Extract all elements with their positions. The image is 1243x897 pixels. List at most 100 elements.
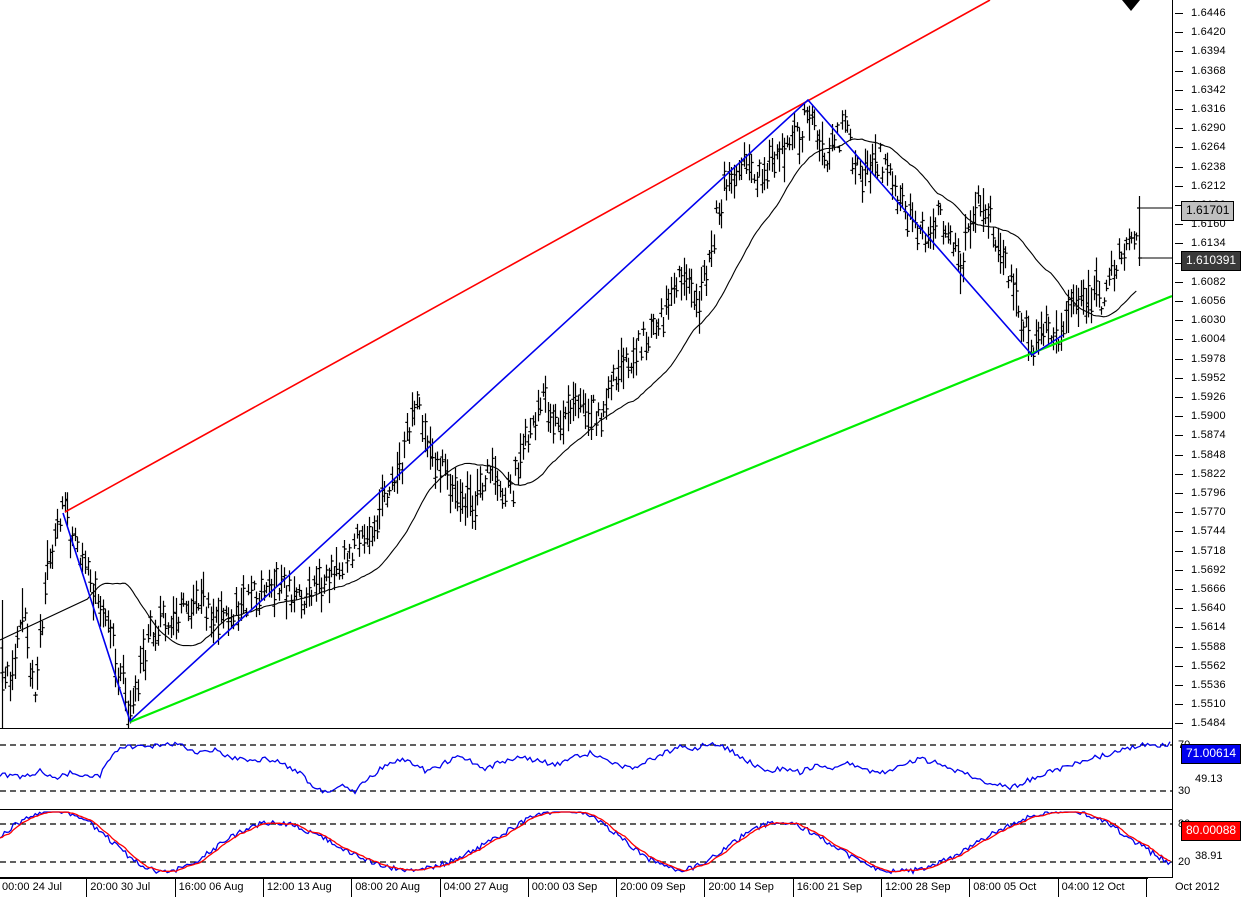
price-tick-label: 1.5692 [1191,563,1226,576]
price-tick-mark [1175,320,1183,322]
price-tick-label: 1.6056 [1191,295,1226,307]
price-tick-label: 1.5588 [1191,640,1226,653]
price-tick-mark [1175,550,1183,552]
price-tick-mark [1175,185,1183,187]
price-tick-mark [1175,665,1183,667]
price-tick-mark [1175,147,1183,149]
time-axis-end-tick [1145,878,1150,897]
price-tick-mark [1175,569,1183,571]
rsi-line [0,741,1171,795]
price-tick-label: 1.6238 [1191,160,1226,173]
time-axis-tick-label: 12:00 28 Sep [881,878,969,897]
price-axis[interactable]: 1.6446 1.6420 1.6394 1.6368 1.6342 1.6316 1.62… [1173,0,1243,878]
time-axis-tick-label: 00:00 03 Sep [527,878,616,897]
price-tick-mark [1175,397,1183,398]
ohlc-bar-series [0,102,1142,728]
price-tick-label: 1.5718 [1191,544,1226,557]
price-tick-label: 1.5536 [1191,679,1226,691]
price-tick-mark [1175,627,1183,629]
price-tick-mark [1175,608,1183,610]
price-tick-mark [1175,704,1183,706]
time-axis[interactable]: 00:00 24 Jul 20:00 30 Jul 16:00 06 Aug 12:0… [0,878,1243,897]
time-axis-tick-label: 08:00 20 Aug [351,878,439,897]
time-axis-tick-label: 00:00 24 Jul [0,878,86,897]
rsi-indicator-panel[interactable] [0,729,1173,810]
price-tick-label: 1.6264 [1191,141,1226,154]
price-tick-label: 1.5770 [1191,506,1226,519]
price-tick-mark [1175,281,1183,283]
price-tick-mark [1175,32,1183,34]
price-tick-label: 1.6030 [1191,314,1226,327]
price-tick-mark [1175,262,1183,264]
time-axis-tick-label: 20:00 30 Jul [86,878,174,897]
time-axis-tick-label: 16:00 21 Sep [792,878,881,897]
price-tick-mark [1175,51,1183,53]
price-tick-label: 1.5614 [1191,621,1226,634]
price-tick-mark [1175,166,1183,168]
time-axis-tick-label: 04:00 27 Aug [439,878,528,897]
price-tick-label: 1.6134 [1191,237,1226,250]
price-tick-mark [1175,723,1183,725]
time-axis-tick-label: 16:00 06 Aug [174,878,263,897]
price-tick-mark [1175,512,1183,514]
price-tick-label: 1.5978 [1191,352,1226,365]
time-axis-period-label: Oct 2012 [1175,881,1220,893]
ask-price-label[interactable]: 1.61701 [1181,201,1235,221]
price-tick-label: 1.5510 [1191,698,1226,711]
price-tick-label: 1.6290 [1191,122,1226,135]
chart-marker-arrow-icon [1122,0,1140,11]
price-tick-label: 1.5822 [1191,467,1226,480]
time-axis-tick-label: 20:00 09 Sep [616,878,704,897]
price-tick-label: 1.6420 [1191,26,1226,39]
price-tick-mark [1175,646,1183,648]
price-tick-label: 1.5926 [1191,391,1226,403]
time-axis-tick-label: 20:00 14 Sep [704,878,792,897]
bid-price-label[interactable]: 1.610391 [1181,251,1242,271]
price-tick-label: 1.6446 [1191,7,1226,19]
price-tick-label: 1.6082 [1191,275,1226,288]
time-axis-divider [0,878,1148,879]
price-plot [0,0,1172,728]
stochastic-current-value: 38.91 [1195,850,1223,862]
zigzag-overlay [62,98,1064,723]
price-tick-label: 1.6212 [1191,179,1226,192]
price-tick-mark [1175,70,1183,72]
price-tick-mark [1175,454,1183,456]
price-tick-mark [1175,224,1183,226]
stochastic-lower-level-label: 20 [1178,856,1191,868]
price-tick-label: 1.6342 [1191,83,1226,96]
price-tick-label: 1.5952 [1191,371,1226,384]
price-tick-label: 1.5484 [1191,717,1226,730]
price-tick-mark [1175,531,1183,533]
price-chart-panel[interactable] [0,0,1173,729]
price-tick-mark [1175,377,1183,379]
stochastic-indicator-panel[interactable] [0,810,1173,878]
rsi-lower-level-label: 30 [1178,785,1191,797]
price-tick-mark [1175,128,1183,130]
price-tick-mark [1175,89,1183,91]
price-tick-mark [1175,685,1183,686]
time-axis-tick-label: 08:00 05 Oct [969,878,1057,897]
moving-average-line [0,138,1137,647]
price-tick-mark [1175,589,1183,590]
price-tick-label: 1.6316 [1191,103,1226,115]
price-tick-label: 1.6004 [1191,333,1226,346]
time-axis-tick-label: 04:00 12 Oct [1057,878,1146,897]
support-trendline [129,294,1172,724]
price-tick-label: 1.5562 [1191,659,1226,672]
rsi-current-badge[interactable]: 71.00614 [1181,744,1242,764]
price-tick-mark [1175,493,1183,494]
stochastic-d-line [0,811,1171,873]
price-tick-mark [1175,13,1183,14]
price-tick-mark [1175,358,1183,360]
price-tick-label: 1.6160 [1191,218,1226,231]
stochastic-current-badge[interactable]: 80.00088 [1181,821,1242,841]
current-price-connector [1138,207,1172,259]
price-tick-label: 1.5848 [1191,448,1226,461]
price-tick-mark [1175,205,1183,206]
price-tick-mark [1175,435,1183,437]
price-tick-label: 1.6394 [1191,45,1226,58]
time-axis-tick-label: 12:00 13 Aug [262,878,351,897]
rsi-current-value: 49.13 [1195,773,1223,785]
